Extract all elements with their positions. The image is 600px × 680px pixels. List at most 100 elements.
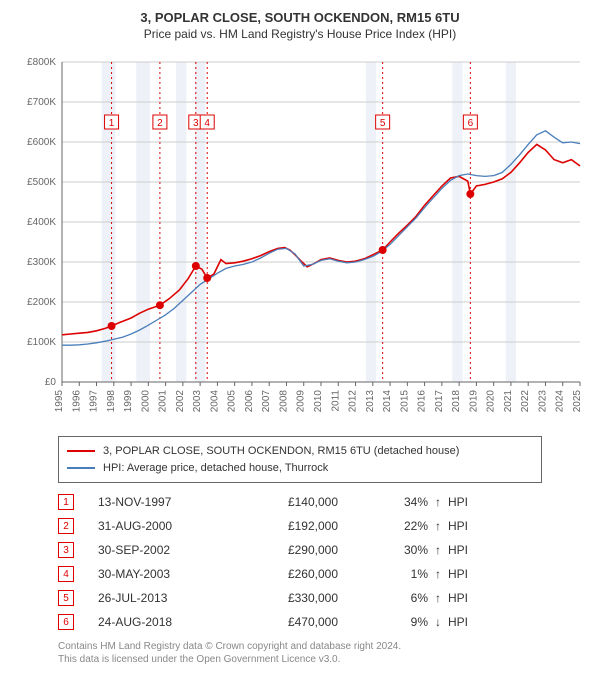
legend: 3, POPLAR CLOSE, SOUTH OCKENDON, RM15 6T… (58, 436, 542, 483)
sale-pct: 34% (378, 495, 428, 509)
sale-date: 30-MAY-2003 (98, 567, 238, 581)
sale-price: £330,000 (238, 591, 378, 605)
legend-row: HPI: Average price, detached house, Thur… (67, 460, 533, 477)
svg-text:2018: 2018 (451, 390, 462, 413)
svg-text:1999: 1999 (123, 390, 134, 413)
svg-text:£400K: £400K (27, 217, 56, 228)
sale-marker-box: 2 (58, 518, 74, 534)
svg-text:1: 1 (109, 118, 115, 129)
sales-row: 5 26-JUL-2013£330,0006%↑HPI (58, 586, 488, 610)
sale-price: £260,000 (238, 567, 378, 581)
sales-row: 330-SEP-2002£290,00030%↑HPI (58, 538, 488, 562)
legend-label: 3, POPLAR CLOSE, SOUTH OCKENDON, RM15 6T… (103, 443, 459, 460)
svg-text:2023: 2023 (537, 390, 548, 413)
sale-vs: HPI (448, 543, 488, 557)
svg-text:2012: 2012 (348, 390, 359, 413)
sale-price: £470,000 (238, 615, 378, 629)
footnote: Contains HM Land Registry data © Crown c… (58, 640, 401, 666)
svg-text:2013: 2013 (365, 390, 376, 413)
svg-text:2011: 2011 (330, 390, 341, 412)
svg-text:2002: 2002 (175, 390, 186, 413)
svg-text:2019: 2019 (468, 390, 479, 413)
svg-text:2010: 2010 (313, 390, 324, 413)
sale-marker-box: 3 (58, 542, 74, 558)
svg-text:£0: £0 (45, 377, 57, 388)
footnote-line: This data is licensed under the Open Gov… (58, 653, 401, 666)
svg-text:2000: 2000 (140, 390, 151, 413)
svg-text:2015: 2015 (399, 390, 410, 413)
sale-vs: HPI (448, 615, 488, 629)
sales-row: 4 30-MAY-2003£260,0001%↑HPI (58, 562, 488, 586)
sale-vs: HPI (448, 567, 488, 581)
sale-pct: 1% (378, 567, 428, 581)
legend-row: 3, POPLAR CLOSE, SOUTH OCKENDON, RM15 6T… (67, 443, 533, 460)
svg-text:1995: 1995 (54, 390, 65, 413)
svg-text:1997: 1997 (89, 390, 100, 413)
svg-text:2007: 2007 (261, 390, 272, 413)
sale-marker-box: 5 (58, 590, 74, 606)
sale-vs: HPI (448, 591, 488, 605)
chart-title: 3, POPLAR CLOSE, SOUTH OCKENDON, RM15 6T… (0, 0, 600, 25)
sale-date: 24-AUG-2018 (98, 615, 238, 629)
sale-pct: 6% (378, 591, 428, 605)
sales-row: 6 24-AUG-2018£470,0009%↓HPI (58, 610, 488, 634)
sale-date: 30-SEP-2002 (98, 543, 238, 557)
svg-text:2006: 2006 (244, 390, 255, 413)
svg-text:4: 4 (204, 118, 210, 129)
svg-text:2004: 2004 (209, 390, 220, 413)
sale-arrow-icon: ↑ (428, 519, 448, 533)
sale-price: £192,000 (238, 519, 378, 533)
svg-text:2: 2 (157, 118, 163, 129)
sales-table: 113-NOV-1997£140,00034%↑HPI231-AUG-2000£… (58, 490, 488, 634)
sale-arrow-icon: ↑ (428, 591, 448, 605)
chart-svg: £0 £100K £200K £300K £400K £500K £600K £700K £80… (10, 52, 590, 422)
chart-area: £0 £100K £200K £300K £400K £500K £600K £700K £80… (10, 52, 590, 422)
svg-text:2005: 2005 (227, 390, 238, 413)
svg-text:2017: 2017 (434, 390, 445, 413)
svg-text:£200K: £200K (27, 297, 56, 308)
legend-swatch (67, 467, 95, 469)
svg-text:2003: 2003 (192, 390, 203, 413)
svg-text:2008: 2008 (278, 390, 289, 413)
sale-arrow-icon: ↓ (428, 615, 448, 629)
svg-text:2009: 2009 (296, 390, 307, 413)
svg-text:£600K: £600K (27, 137, 56, 148)
svg-text:£100K: £100K (27, 337, 56, 348)
svg-text:2001: 2001 (158, 390, 169, 413)
svg-text:2024: 2024 (555, 390, 566, 413)
sale-marker-box: 4 (58, 566, 74, 582)
sale-date: 13-NOV-1997 (98, 495, 238, 509)
svg-text:£500K: £500K (27, 177, 56, 188)
footnote-line: Contains HM Land Registry data © Crown c… (58, 640, 401, 653)
svg-text:2025: 2025 (572, 390, 583, 413)
sale-pct: 9% (378, 615, 428, 629)
svg-text:3: 3 (193, 118, 199, 129)
sales-row: 2 31-AUG-2000£192,00022%↑HPI (58, 514, 488, 538)
legend-label: HPI: Average price, detached house, Thur… (103, 460, 328, 477)
svg-text:2016: 2016 (417, 390, 428, 413)
figure: 3, POPLAR CLOSE, SOUTH OCKENDON, RM15 6T… (0, 0, 600, 680)
svg-text:£300K: £300K (27, 257, 56, 268)
svg-text:£700K: £700K (27, 97, 56, 108)
svg-text:1996: 1996 (71, 390, 82, 413)
svg-text:2022: 2022 (520, 390, 531, 413)
svg-text:6: 6 (468, 118, 474, 129)
sale-arrow-icon: ↑ (428, 567, 448, 581)
sales-row: 113-NOV-1997£140,00034%↑HPI (58, 490, 488, 514)
svg-text:2021: 2021 (503, 390, 514, 413)
chart-subtitle: Price paid vs. HM Land Registry's House … (0, 25, 600, 41)
sale-vs: HPI (448, 519, 488, 533)
sale-vs: HPI (448, 495, 488, 509)
sale-pct: 30% (378, 543, 428, 557)
sale-pct: 22% (378, 519, 428, 533)
legend-swatch (67, 450, 95, 452)
sale-marker-box: 1 (58, 494, 74, 510)
svg-text:2014: 2014 (382, 390, 393, 413)
sale-date: 31-AUG-2000 (98, 519, 238, 533)
sale-marker-box: 6 (58, 614, 74, 630)
svg-text:£800K: £800K (27, 57, 56, 68)
svg-text:5: 5 (380, 118, 386, 129)
sale-date: 26-JUL-2013 (98, 591, 238, 605)
svg-text:1998: 1998 (106, 390, 117, 413)
sale-price: £290,000 (238, 543, 378, 557)
